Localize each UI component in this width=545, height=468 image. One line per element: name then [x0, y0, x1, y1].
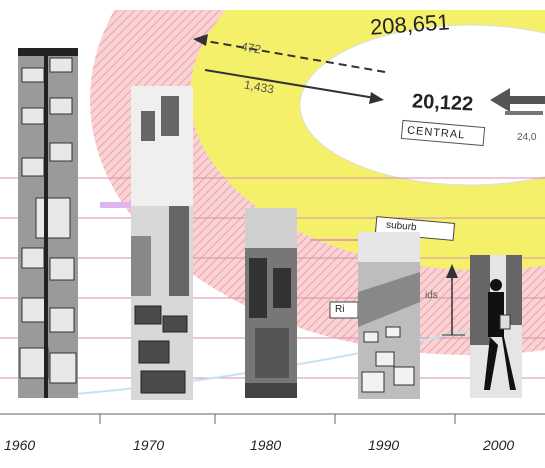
- photo-1970-city-street: [131, 86, 193, 400]
- year-label-2000: 2000: [483, 437, 515, 453]
- right-value-label: 24,0: [517, 132, 537, 143]
- flow-arrows: [193, 34, 545, 336]
- photo-1990-freeway: [358, 232, 420, 399]
- small-box-label: Ri: [335, 304, 345, 315]
- central-core: [299, 24, 545, 186]
- small-box-suffix: ids: [425, 290, 438, 301]
- year-label-1970: 1970: [133, 437, 165, 453]
- year-label-1960: 1960: [4, 437, 36, 453]
- central-box: [400, 119, 486, 147]
- photo-1960-traffic-jam: [18, 48, 78, 398]
- central-total-label: 20,122: [411, 90, 474, 116]
- photo-2000-pedestrian: [470, 255, 522, 398]
- outer-total-label: 208,651: [369, 9, 451, 40]
- year-label-1990: 1990: [368, 437, 400, 453]
- photo-1980-storefront: [245, 208, 297, 398]
- year-label-1980: 1980: [250, 437, 282, 453]
